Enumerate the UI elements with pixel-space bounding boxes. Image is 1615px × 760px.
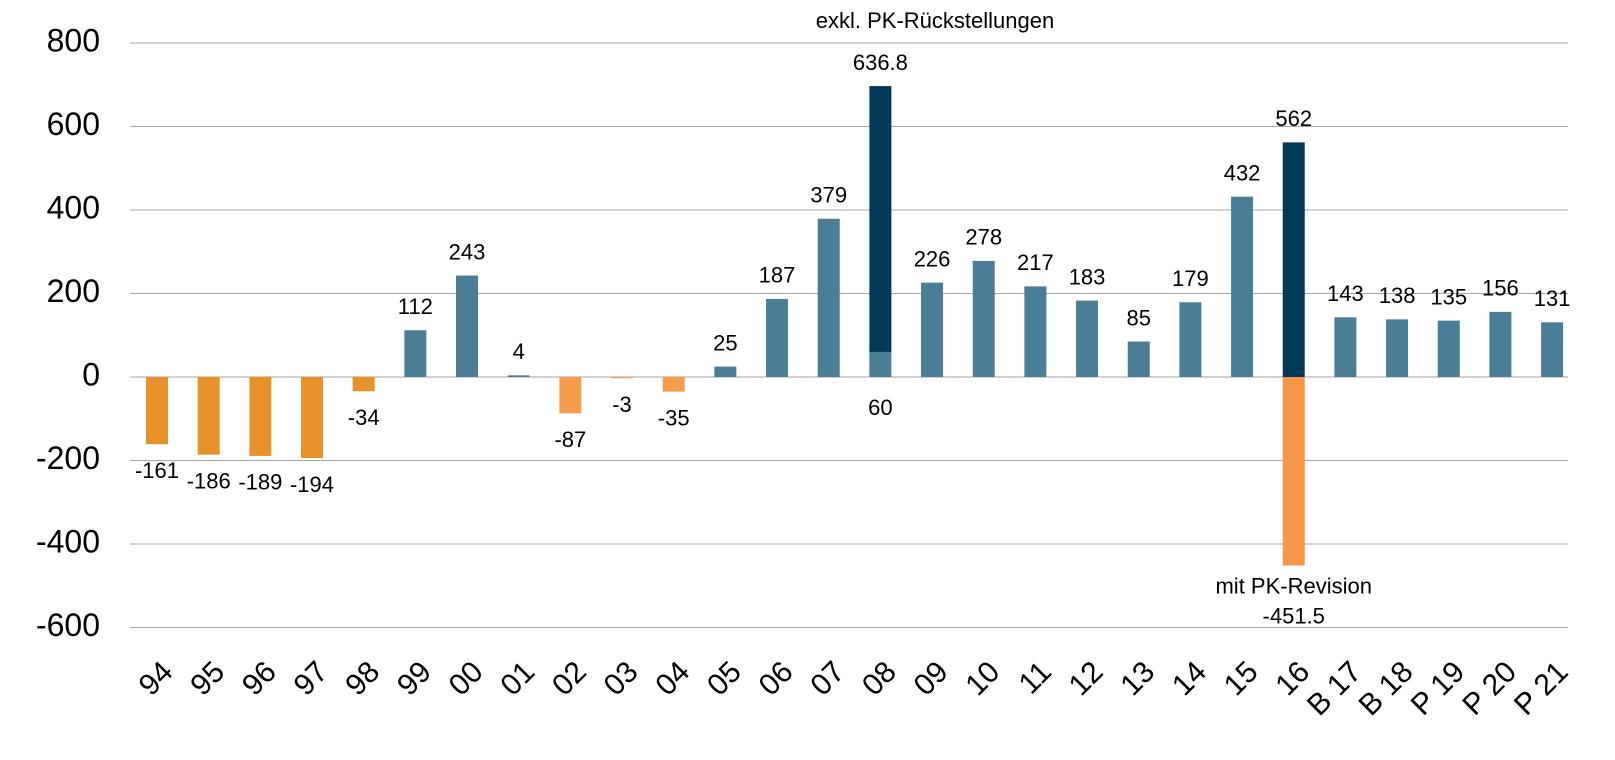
x-tick-label: 01	[494, 655, 541, 702]
data-label: 112	[398, 294, 433, 319]
x-tick-label: 99	[391, 655, 438, 702]
data-label: 379	[810, 183, 847, 208]
y-tick-label: 600	[47, 106, 100, 142]
data-label: 25	[713, 330, 737, 355]
data-label: 156	[1482, 276, 1519, 301]
data-label: -186	[187, 468, 231, 493]
bar	[1437, 320, 1460, 377]
data-label: 217	[1017, 250, 1054, 275]
x-tick-label: P 19	[1405, 655, 1472, 722]
data-label: -194	[290, 472, 334, 497]
x-tick-label: 11	[1013, 655, 1058, 700]
x-tick-label: 98	[339, 655, 386, 702]
y-tick-label: 200	[47, 273, 100, 309]
x-tick-label: 04	[649, 655, 696, 702]
bar	[766, 298, 789, 377]
bar	[146, 377, 168, 445]
bar	[1231, 196, 1254, 377]
x-tick-label: 10	[959, 655, 1006, 702]
data-label: -161	[135, 458, 179, 483]
bar	[869, 86, 892, 352]
bar	[972, 260, 995, 377]
bar	[817, 218, 840, 377]
data-label: 183	[1069, 264, 1106, 289]
bar	[714, 366, 737, 377]
data-label: -35	[658, 405, 690, 430]
annotation: exkl. PK-Rückstellungen	[816, 8, 1054, 33]
data-label: 4	[513, 339, 525, 364]
data-label: -189	[238, 470, 282, 495]
data-label: 562	[1275, 106, 1312, 131]
bar	[869, 351, 892, 377]
bar	[1386, 319, 1409, 377]
y-tick-label: -200	[36, 440, 100, 476]
data-label: 138	[1379, 283, 1416, 308]
bar	[921, 282, 944, 377]
data-label: 60	[868, 395, 892, 420]
bar	[1127, 341, 1150, 377]
bar	[1541, 322, 1564, 377]
data-label: 131	[1534, 286, 1571, 311]
y-tick-label: 800	[47, 22, 100, 58]
y-tick-label: 400	[47, 189, 100, 225]
bar	[352, 377, 375, 392]
bar	[1076, 300, 1099, 377]
x-tick-label: 06	[753, 655, 800, 702]
x-tick-label: 03	[598, 655, 645, 702]
x-tick-label: 12	[1063, 655, 1110, 702]
x-tick-label: 02	[546, 655, 593, 702]
x-tick-label: P 21	[1508, 655, 1575, 722]
bar	[1024, 286, 1047, 377]
bar	[1179, 302, 1202, 377]
data-label: 143	[1327, 281, 1364, 306]
bar	[249, 377, 272, 456]
x-tick-label: 14	[1166, 655, 1213, 702]
data-label: 243	[449, 239, 486, 264]
x-tick-label: 95	[184, 655, 231, 702]
annotation: mit PK-Revision	[1215, 573, 1371, 598]
x-tick-label: 13	[1114, 655, 1161, 702]
data-label: 135	[1430, 284, 1467, 309]
bar	[1489, 311, 1512, 377]
data-label: 226	[914, 246, 951, 271]
bar	[662, 377, 685, 392]
data-label: 432	[1224, 160, 1261, 185]
data-label: 636.8	[853, 50, 908, 75]
x-tick-label: 08	[856, 655, 903, 702]
bar	[456, 275, 479, 377]
x-tick-label: 00	[443, 655, 490, 702]
data-label: 179	[1172, 266, 1209, 291]
data-label: -34	[348, 405, 380, 430]
data-label: 85	[1126, 305, 1150, 330]
x-tick-label: 97	[288, 655, 335, 702]
y-tick-label: -400	[36, 523, 100, 559]
bar	[507, 375, 530, 377]
x-tick-label: 05	[701, 655, 748, 702]
x-tick-label: 96	[236, 655, 283, 702]
x-tick-label: 94	[133, 655, 180, 702]
bar	[1282, 142, 1305, 377]
bar	[404, 330, 427, 377]
data-label: -451.5	[1263, 603, 1325, 628]
bar	[197, 377, 220, 455]
x-tick-label: B 17	[1301, 655, 1368, 722]
x-tick-label: 07	[804, 655, 851, 702]
x-tick-label: B 18	[1353, 655, 1420, 722]
bar	[1334, 317, 1357, 377]
data-label: 187	[759, 263, 796, 288]
bar	[301, 377, 324, 458]
x-tick-label: 09	[908, 655, 955, 702]
y-tick-label: -600	[36, 607, 100, 643]
x-tick-label: 15	[1218, 655, 1265, 702]
x-tick-label: P 20	[1456, 655, 1523, 722]
y-tick-label: 0	[82, 356, 100, 392]
data-label: -3	[612, 392, 632, 417]
data-label: 278	[965, 225, 1002, 250]
bar	[559, 377, 582, 414]
data-label: -87	[554, 427, 586, 452]
bar	[1282, 377, 1305, 566]
bar	[611, 377, 634, 379]
